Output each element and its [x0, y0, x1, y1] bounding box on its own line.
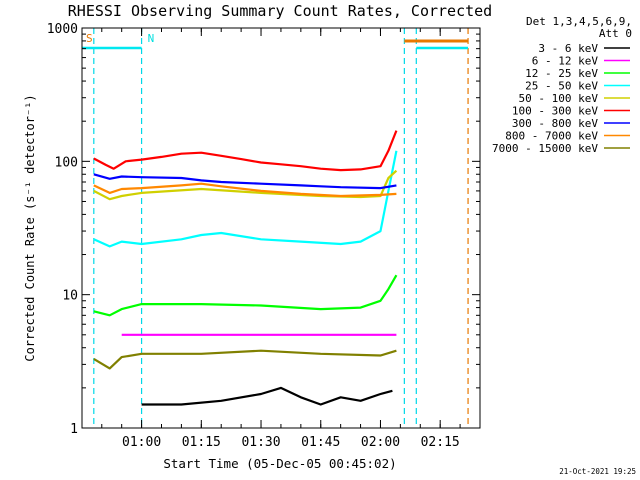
series-line-3	[93, 150, 398, 248]
x-tick-label: 01:30	[241, 435, 280, 450]
x-axis-label: Start Time (05-Dec-05 00:45:02)	[163, 456, 396, 471]
x-tick-label: 02:00	[361, 435, 400, 450]
series-line-6	[93, 173, 397, 190]
y-tick-label: 1	[70, 422, 78, 437]
legend-entry-label: 50 - 100 keV	[519, 92, 599, 105]
legend-header-detectors: Det 1,3,4,5,6,9,	[526, 15, 632, 28]
x-tick-label: 01:15	[182, 435, 221, 450]
legend-entry-label: 800 - 7000 keV	[505, 130, 598, 143]
series-line-5	[93, 130, 398, 172]
series-line-0	[141, 386, 393, 406]
x-tick-label: 02:15	[421, 435, 460, 450]
x-tick-label: 01:00	[122, 435, 161, 450]
series-line-2	[93, 274, 398, 317]
y-tick-label: 10	[62, 289, 78, 304]
x-tick-label: 01:45	[301, 435, 340, 450]
y-axis-label: Corrected Count Rate (s⁻¹ detector⁻¹)	[23, 94, 37, 361]
series-line-8	[93, 349, 397, 370]
legend-entry-label: 12 - 25 keV	[525, 67, 598, 80]
legend-entry-label: 7000 - 15000 keV	[492, 142, 598, 155]
series-line-7	[93, 182, 397, 198]
flag-label-n: N	[148, 32, 155, 45]
y-tick-label: 1000	[47, 22, 78, 37]
legend-entry-label: 100 - 300 keV	[512, 105, 598, 118]
legend-entry-label: 6 - 12 keV	[532, 55, 599, 68]
y-tick-label: 100	[55, 155, 78, 170]
legend-header-attenuator: Att 0	[599, 27, 632, 40]
series-line-4	[93, 169, 398, 201]
flag-label-s: S	[86, 32, 93, 45]
chart-title: RHESSI Observing Summary Count Rates, Co…	[68, 2, 492, 20]
legend-entry-label: 3 - 6 keV	[538, 42, 598, 55]
legend-entry-label: 300 - 800 keV	[512, 117, 598, 130]
legend-entry-label: 25 - 50 keV	[525, 80, 598, 93]
footer-date: 21-Oct-2021 19:25	[559, 467, 636, 476]
